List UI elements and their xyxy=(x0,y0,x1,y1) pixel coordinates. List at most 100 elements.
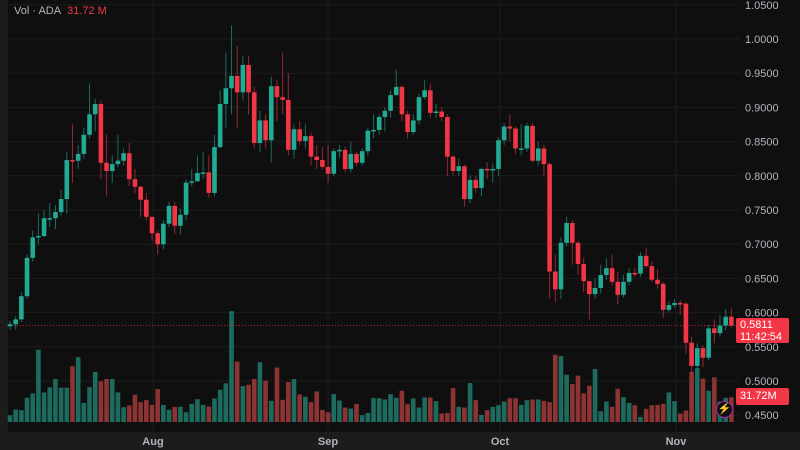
volume-bar xyxy=(416,407,422,422)
candle-body xyxy=(638,255,643,274)
volume-bar xyxy=(564,374,569,422)
candle xyxy=(268,76,274,163)
candle-body xyxy=(723,316,728,326)
candle xyxy=(649,261,655,282)
candle xyxy=(717,315,723,337)
y-tick-label: 0.9500 xyxy=(745,68,779,80)
candle-body xyxy=(672,303,677,306)
candle-body xyxy=(615,281,621,295)
candle xyxy=(348,141,354,173)
candle-body xyxy=(87,114,92,135)
volume-bar xyxy=(604,401,609,422)
volume-bar xyxy=(507,398,513,422)
candle-body xyxy=(166,205,172,224)
volume-bar xyxy=(439,413,444,422)
candle-body xyxy=(581,264,586,282)
time-axis[interactable] xyxy=(0,432,800,450)
candle xyxy=(479,167,484,197)
time-axis-labels: Aug Sep Oct Nov xyxy=(142,436,687,448)
volume-bar xyxy=(166,409,172,422)
volume-bar xyxy=(598,411,604,422)
candle-body xyxy=(575,242,581,265)
volume-bar xyxy=(121,407,126,422)
candle-body xyxy=(19,296,24,320)
volume-bar xyxy=(371,398,376,422)
candle-body xyxy=(689,342,694,366)
volume-bar xyxy=(376,398,382,422)
candle-body xyxy=(189,181,195,183)
candle xyxy=(308,132,314,166)
candle-body xyxy=(251,92,257,143)
candle xyxy=(399,85,405,122)
candle-body xyxy=(416,97,422,121)
volume-bar xyxy=(291,379,297,422)
candle-body xyxy=(217,103,223,148)
candle xyxy=(314,145,320,169)
candle xyxy=(87,83,92,139)
candle xyxy=(240,56,246,101)
candle xyxy=(496,137,501,176)
candle xyxy=(212,134,217,197)
volume-bar xyxy=(70,366,75,422)
volume-bar xyxy=(337,400,342,422)
candle xyxy=(320,147,325,169)
candle-body xyxy=(274,86,280,98)
candle-body xyxy=(518,148,524,150)
candle-body xyxy=(268,86,274,141)
candle-body xyxy=(598,274,604,288)
candle-body xyxy=(81,134,87,154)
candle-body xyxy=(655,279,660,284)
volume-bar xyxy=(689,371,694,422)
volume-bar xyxy=(251,379,257,422)
candle-body xyxy=(507,126,513,129)
y-tick-label: 1.0000 xyxy=(745,34,779,46)
price-axis[interactable]: 1.0500 1.0000 0.9500 0.9000 0.8500 0.8000 0.75… xyxy=(745,0,779,422)
candle xyxy=(632,268,638,278)
y-tick-label: 0.4500 xyxy=(745,410,779,422)
candle xyxy=(149,216,155,241)
candle-body xyxy=(354,153,359,163)
candle-body xyxy=(513,128,518,149)
candle xyxy=(507,114,513,142)
candle xyxy=(416,93,422,125)
volume-bar xyxy=(87,387,92,422)
candle xyxy=(64,151,70,214)
candle-body xyxy=(308,136,314,157)
candle-body xyxy=(246,64,251,93)
candle-body xyxy=(729,316,734,326)
volume-bar xyxy=(268,400,274,422)
candle-body xyxy=(535,148,541,161)
candle-body xyxy=(473,179,479,189)
candle xyxy=(382,107,388,132)
candle-body xyxy=(92,103,98,115)
candle-body xyxy=(234,75,240,93)
candle xyxy=(626,268,632,286)
volume-bar xyxy=(496,405,501,422)
candle xyxy=(286,73,291,156)
candle-body xyxy=(694,348,700,366)
volume-bar xyxy=(325,412,331,422)
volume-bar xyxy=(354,403,359,422)
volume-bar xyxy=(649,405,655,422)
volume-bar xyxy=(30,393,36,422)
candle-body xyxy=(410,120,416,133)
candle-body xyxy=(365,130,371,152)
candle-body xyxy=(240,64,246,93)
volume-bar xyxy=(473,400,479,422)
candle xyxy=(291,124,297,159)
candle xyxy=(473,175,479,193)
volume-bar xyxy=(144,400,149,422)
volume-bar xyxy=(638,416,643,422)
volume-bar xyxy=(257,362,263,422)
volume-bar xyxy=(405,404,410,422)
volume-bar xyxy=(700,378,706,422)
candle-body xyxy=(496,140,501,169)
candle-body xyxy=(53,212,58,219)
candle xyxy=(660,281,666,319)
lightning-icon[interactable]: ⚡ xyxy=(716,401,733,418)
y-tick-label: 0.7500 xyxy=(745,205,779,217)
candle xyxy=(558,237,564,299)
candle-body xyxy=(195,173,200,182)
candle xyxy=(615,271,621,305)
